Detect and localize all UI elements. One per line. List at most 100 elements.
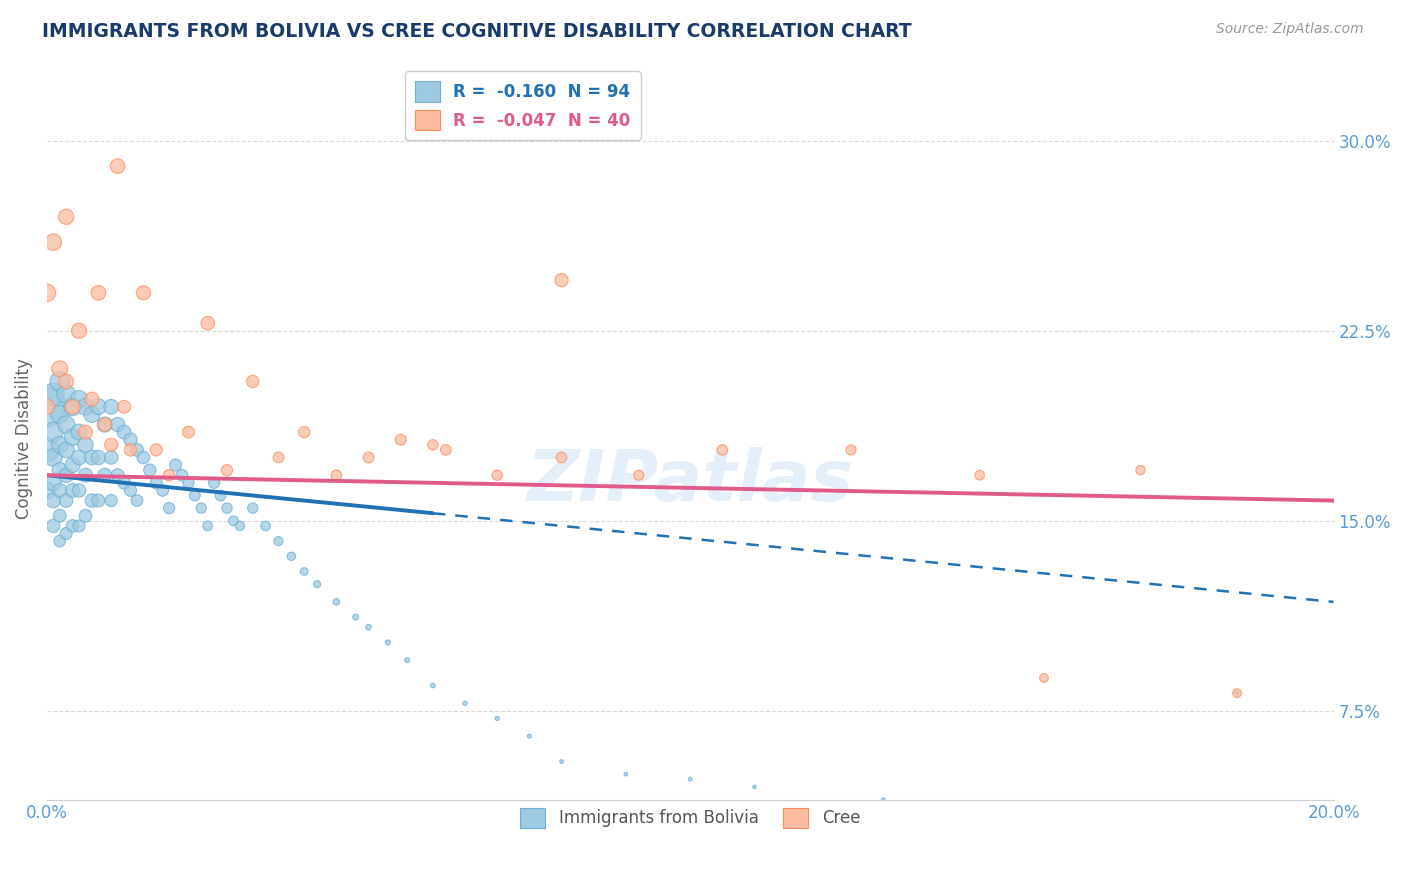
Point [42,519,65,533]
Point [145,442,167,457]
Point [42,235,65,249]
Point [94,417,117,432]
Point [80,493,103,508]
Point [42,425,65,439]
Point [100,450,122,465]
Point [35,483,58,498]
Point [744,780,766,794]
Point [49,408,72,422]
Y-axis label: Cognitive Disability: Cognitive Disability [15,358,32,519]
Point [80,408,103,422]
Text: ZIPatlas: ZIPatlas [526,447,853,516]
Point [67,483,90,498]
Point [202,475,225,490]
Text: Source: ZipAtlas.com: Source: ZipAtlas.com [1216,22,1364,37]
Point [75,438,97,452]
Point [267,450,290,465]
Point [67,425,90,439]
Point [139,463,162,477]
Point [49,438,72,452]
Point [1129,463,1152,477]
Point [87,450,110,465]
Point [254,519,277,533]
Point [157,468,180,483]
Point [55,468,77,483]
Point [107,468,129,483]
Point [55,442,77,457]
Point [67,450,90,465]
Point [87,493,110,508]
Point [325,595,347,609]
Point [215,463,238,477]
Point [969,468,991,483]
Point [55,417,77,432]
Point [112,400,135,414]
Point [197,316,219,330]
Point [519,729,541,743]
Point [125,442,148,457]
Point [229,519,252,533]
Point [614,767,637,781]
Point [550,450,572,465]
Point [94,468,117,483]
Point [100,493,122,508]
Point [94,417,117,432]
Point [62,430,84,444]
Point [152,483,174,498]
Point [307,577,329,591]
Point [80,392,103,407]
Point [627,468,650,483]
Point [62,519,84,533]
Point [55,387,77,401]
Point [550,755,572,769]
Point [120,433,142,447]
Point [222,514,245,528]
Point [112,425,135,439]
Point [67,392,90,407]
Point [35,400,58,414]
Point [165,458,187,472]
Point [42,387,65,401]
Point [344,610,367,624]
Point [1226,686,1249,700]
Point [35,400,58,414]
Point [55,210,77,224]
Point [100,400,122,414]
Point [62,400,84,414]
Point [67,519,90,533]
Point [100,438,122,452]
Point [132,285,155,300]
Point [357,450,380,465]
Point [62,458,84,472]
Point [711,442,734,457]
Point [87,400,110,414]
Point [215,501,238,516]
Point [107,417,129,432]
Point [49,361,72,376]
Point [177,475,200,490]
Point [120,483,142,498]
Point [67,324,90,338]
Point [55,493,77,508]
Point [292,565,315,579]
Point [486,711,509,725]
Point [75,468,97,483]
Point [55,375,77,389]
Point [280,549,302,564]
Point [75,508,97,523]
Point [325,468,347,483]
Point [49,483,72,498]
Point [42,450,65,465]
Point [872,792,894,806]
Point [80,450,103,465]
Point [35,285,58,300]
Point [170,468,193,483]
Point [242,501,264,516]
Point [125,493,148,508]
Point [267,534,290,549]
Point [42,493,65,508]
Point [1226,686,1249,700]
Point [197,519,219,533]
Point [132,450,155,465]
Point [434,442,457,457]
